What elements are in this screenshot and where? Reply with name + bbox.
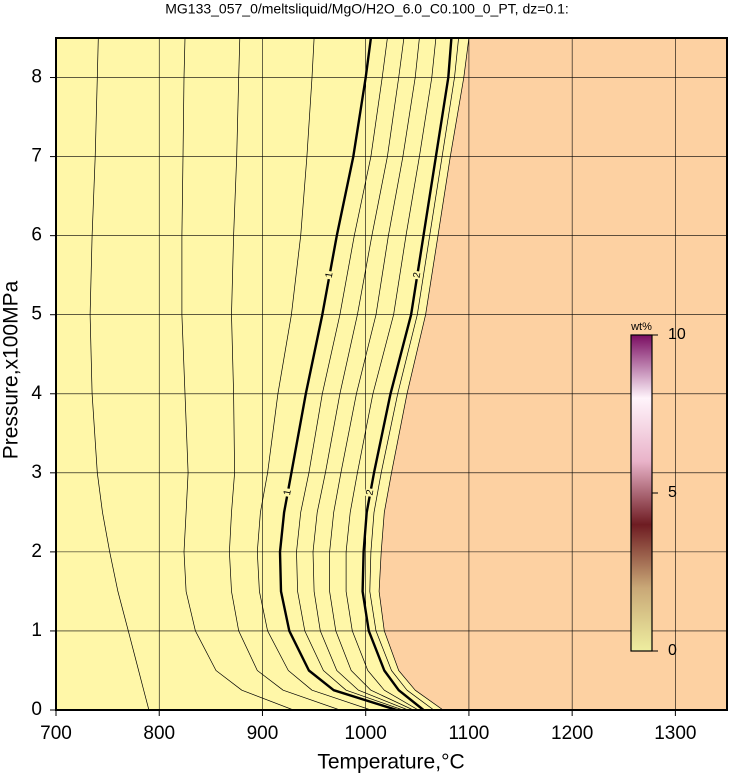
contour-label-bg xyxy=(282,487,294,498)
contour-line xyxy=(229,38,341,710)
colorbar-tick-label: 0 xyxy=(668,642,677,659)
x-tick-label: 900 xyxy=(247,723,279,744)
x-tick-label: 1300 xyxy=(654,723,696,744)
x-tick-label: 1200 xyxy=(551,723,593,744)
colorbar-tick-label: 5 xyxy=(668,484,677,501)
contour-line xyxy=(256,38,372,710)
plot-frame xyxy=(55,37,728,711)
contour-label: 2 xyxy=(365,488,377,496)
y-tick-label: 8 xyxy=(31,67,42,88)
contour-label-bg xyxy=(323,270,336,281)
colorbar-title: wt% xyxy=(630,321,652,333)
x-tick-label: 1100 xyxy=(448,723,489,744)
y-tick-label: 4 xyxy=(31,383,42,404)
x-tick-label: 700 xyxy=(40,723,72,744)
y-tick-label: 5 xyxy=(31,304,42,325)
y-tick-label: 1 xyxy=(31,620,42,641)
contour-label: 1 xyxy=(324,271,336,279)
contour-line xyxy=(378,38,470,710)
contour-label: 1 xyxy=(282,488,294,496)
contour-line xyxy=(369,38,459,710)
colorbar xyxy=(630,334,653,652)
y-tick-label: 6 xyxy=(31,225,42,246)
colorbar-tick-label: 10 xyxy=(668,326,686,343)
y-tick-label: 0 xyxy=(31,699,42,720)
contour-line xyxy=(312,38,409,710)
x-axis-label: Temperature,°C xyxy=(317,751,464,774)
contour-line xyxy=(329,38,420,710)
contour-line xyxy=(296,38,404,710)
contour-label: 2 xyxy=(412,271,424,279)
contour-line xyxy=(345,38,437,710)
y-tick-label: 3 xyxy=(31,462,42,483)
contour-line xyxy=(89,38,150,710)
x-tick-label: 1000 xyxy=(345,723,387,744)
y-tick-label: 7 xyxy=(31,146,42,167)
chart-title: MG133_057_0/meltsliquid/MgO/H2O_6.0_C0.1… xyxy=(165,1,569,17)
x-tick-label: 800 xyxy=(143,723,175,744)
contour-line xyxy=(181,38,294,710)
contour-label-bg xyxy=(411,270,423,280)
contour-label-bg xyxy=(364,487,376,498)
y-tick-label: 2 xyxy=(31,541,42,562)
y-axis-label: Pressure,x100MPa xyxy=(0,280,23,459)
